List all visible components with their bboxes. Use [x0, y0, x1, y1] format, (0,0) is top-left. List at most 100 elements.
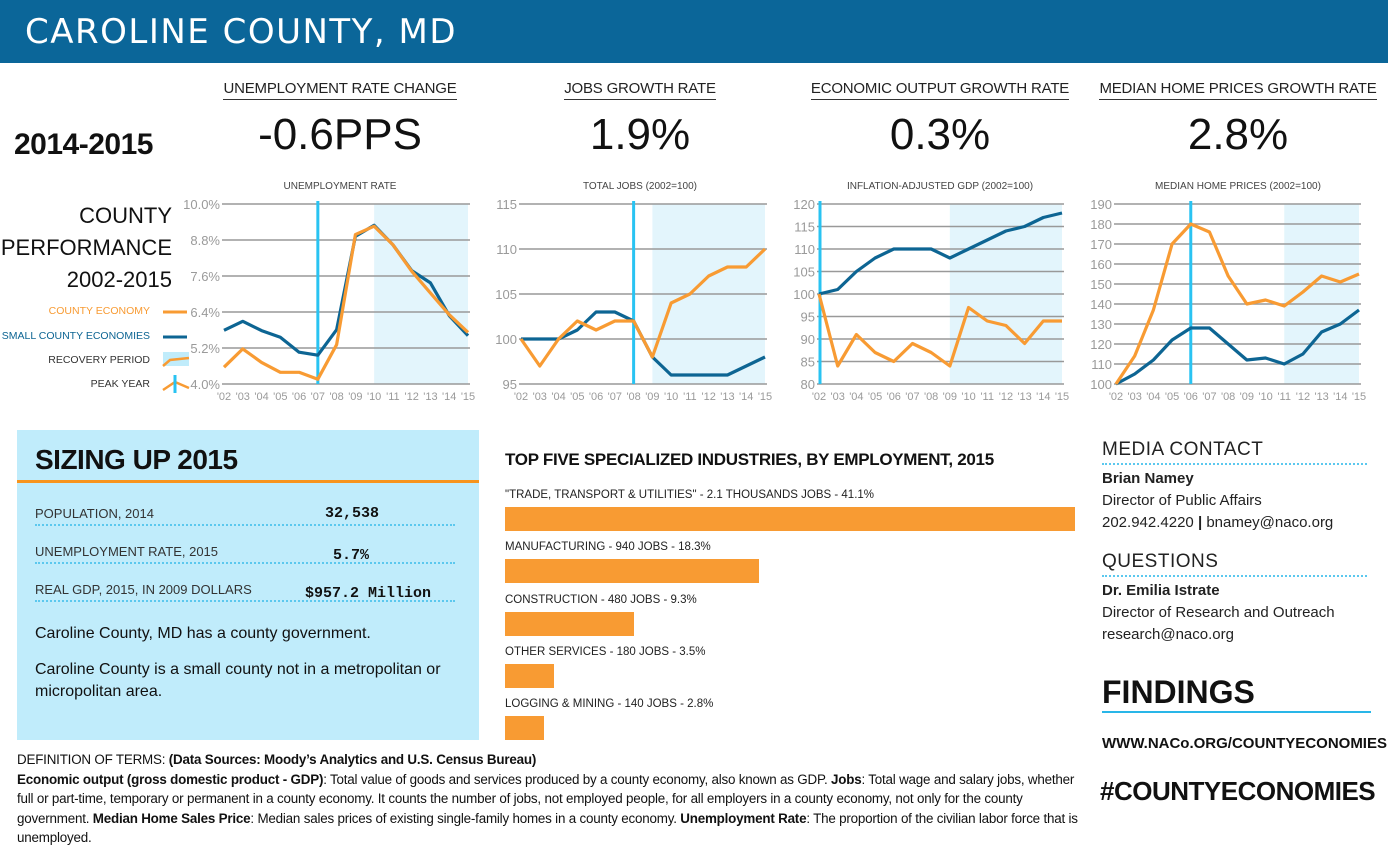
x-tick-label: '04	[254, 391, 268, 403]
definitions-heading: DEFINITION OF TERMS:	[17, 752, 169, 767]
y-tick-label: 95	[503, 377, 517, 392]
kpi-jobs: JOBS GROWTH RATE 1.9%	[495, 80, 785, 160]
kpi-value: 2.8%	[1187, 110, 1289, 159]
y-tick-label: 110	[496, 242, 517, 257]
x-tick-label: '14	[739, 391, 753, 403]
x-tick-label: '07	[311, 391, 325, 403]
industry-bar	[505, 559, 759, 583]
x-tick-label: '05	[273, 391, 287, 403]
y-tick-label: 110	[1091, 357, 1112, 372]
industry-bar	[505, 716, 544, 740]
kpi-label: JOBS GROWTH RATE	[564, 80, 716, 100]
stat-row-unemployment: UNEMPLOYMENT RATE, 2015 5.7%	[35, 536, 455, 564]
def-gdp: : Total value of goods and services prod…	[323, 771, 832, 787]
county-economy-line	[222, 224, 470, 381]
kpi-label: ECONOMIC OUTPUT GROWTH RATE	[810, 80, 1069, 100]
x-tick-label: '02	[217, 391, 231, 403]
x-tick-label: '15	[1055, 391, 1069, 403]
def-term-home: Median Home Sales Price	[92, 810, 251, 826]
x-tick-label: '12	[1296, 391, 1310, 403]
peak-year-swatch	[162, 375, 190, 393]
media-contact-heading: MEDIA CONTACT	[1102, 439, 1367, 465]
y-tick-label: 120	[1090, 337, 1112, 352]
def-term-unemployment: Unemployment Rate	[680, 810, 807, 826]
y-tick-label: 7.6%	[190, 269, 220, 284]
recovery-period-band	[1284, 204, 1359, 384]
legend-recovery: RECOVERY PERIOD	[48, 354, 150, 366]
sizing-title: SIZING UP 2015	[35, 444, 238, 475]
y-tick-label: 80	[801, 377, 815, 392]
period-label: 2014-2015	[14, 128, 153, 161]
x-tick-label: '11	[683, 391, 697, 403]
sizing-divider	[17, 480, 479, 483]
x-tick-label: '03	[831, 391, 845, 403]
legend-small: SMALL COUNTY ECONOMIES	[1, 330, 150, 342]
y-tick-label: 105	[495, 287, 517, 302]
county-economy-line	[519, 247, 767, 368]
x-tick-label: '06	[887, 391, 901, 403]
industry-label: CONSTRUCTION - 480 JOBS - 9.3%	[505, 594, 697, 606]
x-tick-label: '05	[570, 391, 584, 403]
x-tick-label: '08	[329, 391, 343, 403]
x-tick-label: '09	[1240, 391, 1254, 403]
findings-url[interactable]: WWW.NACo.ORG/COUNTYECONOMIES	[1102, 735, 1387, 752]
x-tick-label: '07	[608, 391, 622, 403]
y-tick-label: 85	[801, 355, 815, 370]
y-tick-label: 90	[801, 332, 815, 347]
x-tick-label: '08	[626, 391, 640, 403]
x-tick-label: '04	[1146, 391, 1160, 403]
media-contact-role: Director of Public Affairs	[1102, 492, 1262, 509]
x-tick-label: '02	[812, 391, 826, 403]
x-tick-label: '12	[999, 391, 1013, 403]
stat-row-gdp: REAL GDP, 2015, IN 2009 DOLLARS $957.2 M…	[35, 574, 455, 602]
stat-label: REAL GDP, 2015, IN 2009 DOLLARS	[35, 582, 252, 597]
performance-title: COUNTY PERFORMANCE 2002-2015	[0, 200, 172, 296]
chart-2: 95 100 105 110 115 '02 '03 '04 '05 '06 '07 '08 '09 '1…	[495, 197, 772, 403]
y-tick-label: 100	[495, 332, 517, 347]
chart-title: MEDIAN HOME PRICES (2002=100)	[1155, 181, 1321, 192]
header-bar: CAROLINE COUNTY, MD	[0, 0, 1388, 63]
x-tick-label: '04	[849, 391, 863, 403]
x-tick-label: '03	[236, 391, 250, 403]
media-email[interactable]: bnamey@naco.org	[1206, 514, 1334, 531]
x-tick-label: '03	[1128, 391, 1142, 403]
x-tick-label: '05	[868, 391, 882, 403]
x-tick-label: '11	[1277, 391, 1291, 403]
questions-role: Director of Research and Outreach	[1102, 604, 1335, 621]
x-tick-label: '14	[1333, 391, 1347, 403]
def-term-jobs: Jobs	[831, 771, 862, 787]
stat-label: POPULATION, 2014	[35, 506, 154, 521]
kpi-home-prices: MEDIAN HOME PRICES GROWTH RATE 2.8%	[1093, 80, 1383, 160]
county-performance-charts: 4.0% 5.2% 6.4% 7.6% 8.8% 10.0% '02 '03 '04 '05 '06…	[183, 197, 1366, 403]
questions-email[interactable]: research@naco.org	[1102, 626, 1234, 643]
y-tick-label: 115	[794, 220, 815, 235]
performance-title-line: PERFORMANCE	[0, 235, 172, 260]
recovery-swatch	[162, 352, 190, 367]
y-tick-label: 190	[1090, 197, 1112, 212]
stat-value: $957.2 Million	[305, 585, 432, 602]
kpi-value: 0.3%	[889, 110, 991, 159]
y-tick-label: 110	[794, 242, 815, 257]
x-tick-label: '15	[1352, 391, 1366, 403]
x-tick-label: '14	[1036, 391, 1050, 403]
x-tick-label: '12	[702, 391, 716, 403]
chart-title: INFLATION-ADJUSTED GDP (2002=100)	[846, 181, 1034, 192]
industry-bar	[505, 664, 554, 688]
y-tick-label: 8.8%	[190, 233, 220, 248]
questions-heading: QUESTIONS	[1102, 551, 1367, 577]
x-tick-label: '10	[664, 391, 678, 403]
x-tick-label: '05	[1165, 391, 1179, 403]
industry-label: "TRADE, TRANSPORT & UTILITIES" - 2.1 THO…	[505, 489, 875, 501]
x-tick-label: '09	[348, 391, 362, 403]
chart-title: TOTAL JOBS (2002=100)	[582, 181, 698, 192]
y-tick-label: 100	[793, 287, 815, 302]
y-tick-label: 120	[793, 197, 815, 212]
x-tick-label: '06	[589, 391, 603, 403]
x-tick-label: '11	[386, 391, 400, 403]
x-tick-label: '07	[1202, 391, 1216, 403]
definitions: DEFINITION OF TERMS: (Data Sources: Mood…	[17, 750, 1087, 848]
x-tick-label: '13	[1314, 391, 1328, 403]
industry-bar	[505, 612, 634, 636]
chart-1: 4.0% 5.2% 6.4% 7.6% 8.8% 10.0% '02 '03 '04 '05 '06…	[183, 197, 475, 403]
def-term-gdp: Economic output (gross domestic product …	[17, 771, 324, 787]
